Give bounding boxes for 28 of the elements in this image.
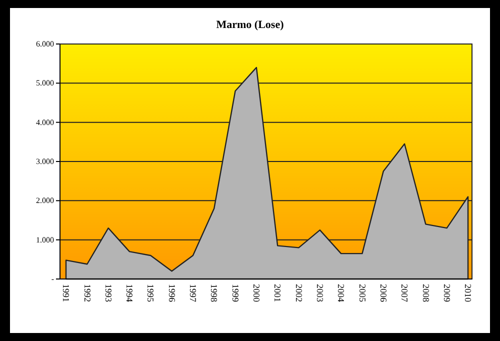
x-tick-label: 1998 bbox=[209, 284, 220, 302]
y-tick-label: 1.000 bbox=[36, 235, 54, 244]
x-tick-label: 1994 bbox=[124, 284, 135, 302]
x-tick-label: 2006 bbox=[378, 284, 388, 302]
x-tick-label: 1991 bbox=[61, 284, 72, 302]
x-tick-label: 1999 bbox=[230, 284, 240, 302]
x-tick-label: 1995 bbox=[146, 284, 156, 302]
y-tick-label: 4.000 bbox=[36, 118, 54, 127]
x-tick-label: 2002 bbox=[294, 284, 304, 302]
x-tick-label: 2004 bbox=[336, 284, 346, 302]
x-tick-label: 2003 bbox=[315, 284, 326, 302]
x-tick-label: 2008 bbox=[420, 284, 431, 302]
x-tick-label: 1993 bbox=[103, 284, 114, 302]
x-tick-label: 2009 bbox=[442, 284, 452, 302]
y-tick-label: - bbox=[51, 274, 54, 284]
y-tick-label: 5.000 bbox=[36, 78, 54, 88]
y-tick-label: 2.000 bbox=[36, 196, 54, 206]
x-tick-label: 1997 bbox=[188, 284, 198, 302]
chart-title: Marmo (Lose) bbox=[216, 19, 284, 31]
x-tick-label: 2007 bbox=[400, 284, 410, 302]
x-tick-label: 2010 bbox=[463, 284, 474, 302]
y-tick-label: 3.000 bbox=[36, 157, 54, 166]
x-tick-label: 2000 bbox=[252, 284, 262, 302]
y-tick-label: 6.000 bbox=[36, 40, 54, 49]
x-tick-label: 2005 bbox=[357, 284, 368, 302]
x-tick-label: 2001 bbox=[272, 284, 283, 302]
x-tick-label: 1996 bbox=[166, 284, 177, 302]
x-tick-label: 1992 bbox=[82, 284, 92, 302]
